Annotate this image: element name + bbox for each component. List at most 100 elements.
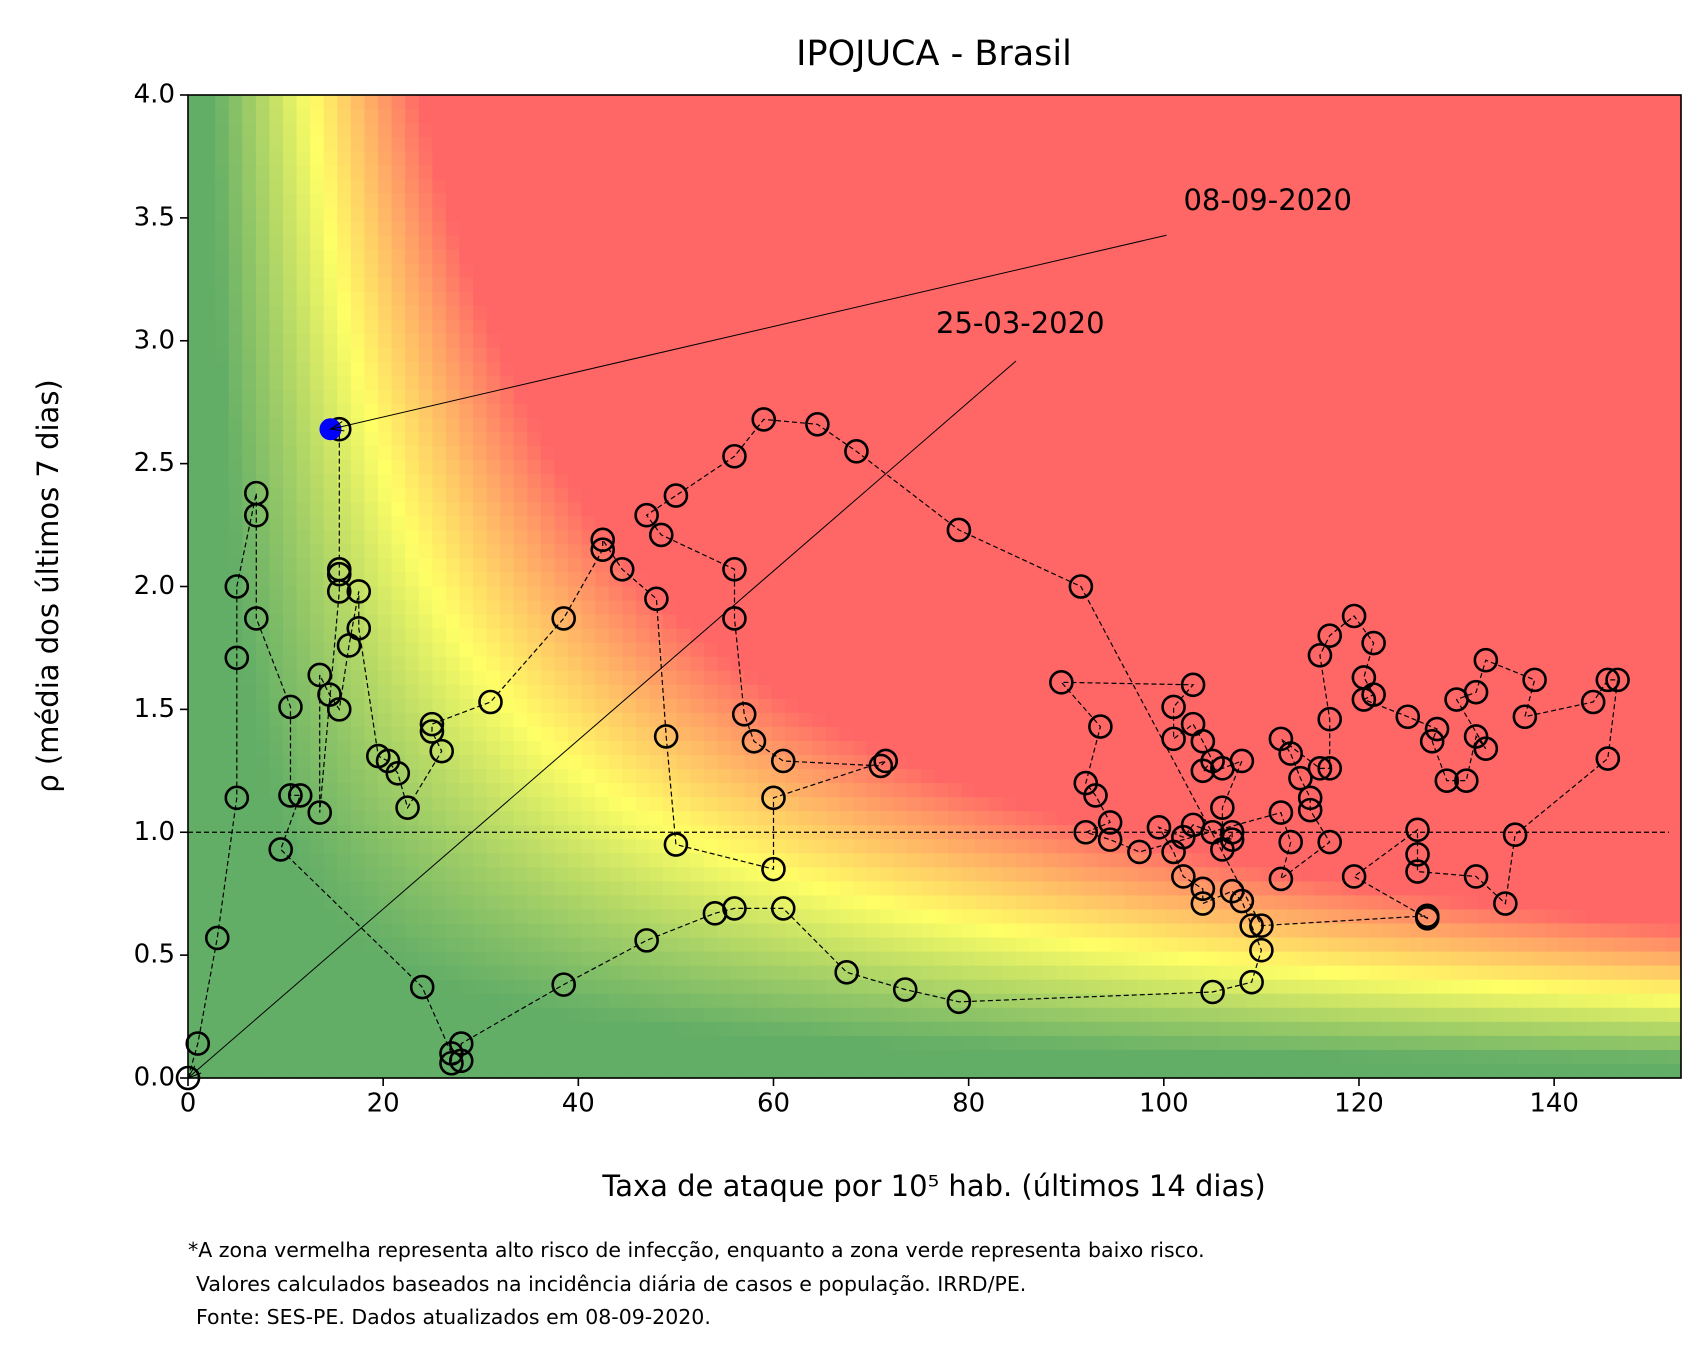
risk-cell [378,1007,393,1023]
risk-cell [853,151,868,166]
risk-cell [934,839,949,854]
risk-cell [432,403,447,419]
risk-cell [1097,277,1112,293]
risk-cell [798,895,813,911]
risk-cell [540,684,556,700]
risk-cell [554,403,569,419]
risk-cell [540,502,556,517]
risk-cell [188,207,203,222]
risk-cell [1002,614,1017,630]
risk-cell [459,867,474,882]
risk-cell [839,895,854,911]
risk-cell [310,1063,325,1079]
risk-cell [405,249,420,265]
risk-cell [296,811,311,826]
risk-cell [255,909,271,925]
risk-cell [622,614,637,630]
risk-cell [364,544,379,560]
risk-cell [527,221,542,237]
risk-cell [988,361,1003,377]
risk-cell [635,221,651,237]
risk-cell [1097,1021,1112,1037]
risk-cell [1097,684,1112,700]
risk-cell [1070,628,1085,644]
risk-cell [975,263,990,279]
risk-cell [1110,1035,1126,1051]
risk-cell [527,474,542,489]
risk-cell [568,993,583,1009]
risk-cell [350,109,366,124]
risk-cell [948,684,963,700]
risk-cell [717,867,732,882]
risk-cell [1056,811,1071,826]
risk-cell [853,333,868,349]
risk-cell [513,726,528,742]
risk-cell [1083,965,1098,981]
risk-cell [920,474,936,489]
risk-cell [798,544,813,560]
risk-cell [825,614,841,630]
risk-cell [296,558,311,574]
risk-cell [649,881,664,897]
risk-cell [975,979,990,995]
risk-cell [853,207,868,222]
risk-cell [323,1063,338,1079]
risk-cell [378,684,393,700]
risk-cell [296,530,311,545]
risk-cell [839,207,854,222]
risk-cell [418,502,433,517]
risk-cell [1043,333,1058,349]
risk-cell [323,881,338,897]
risk-cell [473,403,488,419]
risk-cell [608,1063,623,1079]
risk-cell [663,811,678,826]
risk-cell [228,109,243,124]
risk-cell [473,726,488,742]
risk-cell [323,965,338,981]
risk-cell [432,375,447,391]
risk-cell [1056,979,1071,995]
risk-cell [296,923,311,939]
risk-cell [907,656,922,672]
risk-cell [649,263,664,279]
risk-cell [771,544,786,560]
risk-cell [595,783,610,798]
risk-cell [825,937,841,953]
risk-cell [663,446,678,461]
risk-cell [785,516,800,531]
risk-cell [554,123,569,138]
risk-cell [676,769,691,784]
risk-cell [920,432,936,447]
risk-cell [988,1021,1003,1037]
risk-cell [201,474,216,489]
risk-cell [920,403,936,419]
risk-cell [554,516,569,531]
risk-cell [1151,389,1166,405]
risk-cell [296,544,311,560]
risk-cell [744,95,759,110]
risk-cell [1015,389,1031,405]
risk-cell [296,769,311,784]
risk-cell [201,544,216,560]
risk-cell [880,797,895,812]
risk-cell [568,235,583,251]
risk-cell [486,979,501,995]
risk-cell [988,151,1003,166]
risk-cell [880,867,895,882]
risk-cell [1110,656,1126,672]
risk-cell [418,755,433,770]
risk-cell [459,951,474,967]
risk-cell [934,783,949,798]
risk-cell [445,769,461,784]
risk-cell [758,95,773,110]
risk-cell [500,951,515,967]
risk-cell [310,151,325,166]
risk-cell [432,684,447,700]
risk-cell [730,951,746,967]
risk-cell [717,740,732,756]
risk-cell [486,1063,501,1079]
risk-cell [391,586,406,602]
risk-cell [527,109,542,124]
risk-cell [1124,881,1139,897]
risk-cell [364,1021,379,1037]
